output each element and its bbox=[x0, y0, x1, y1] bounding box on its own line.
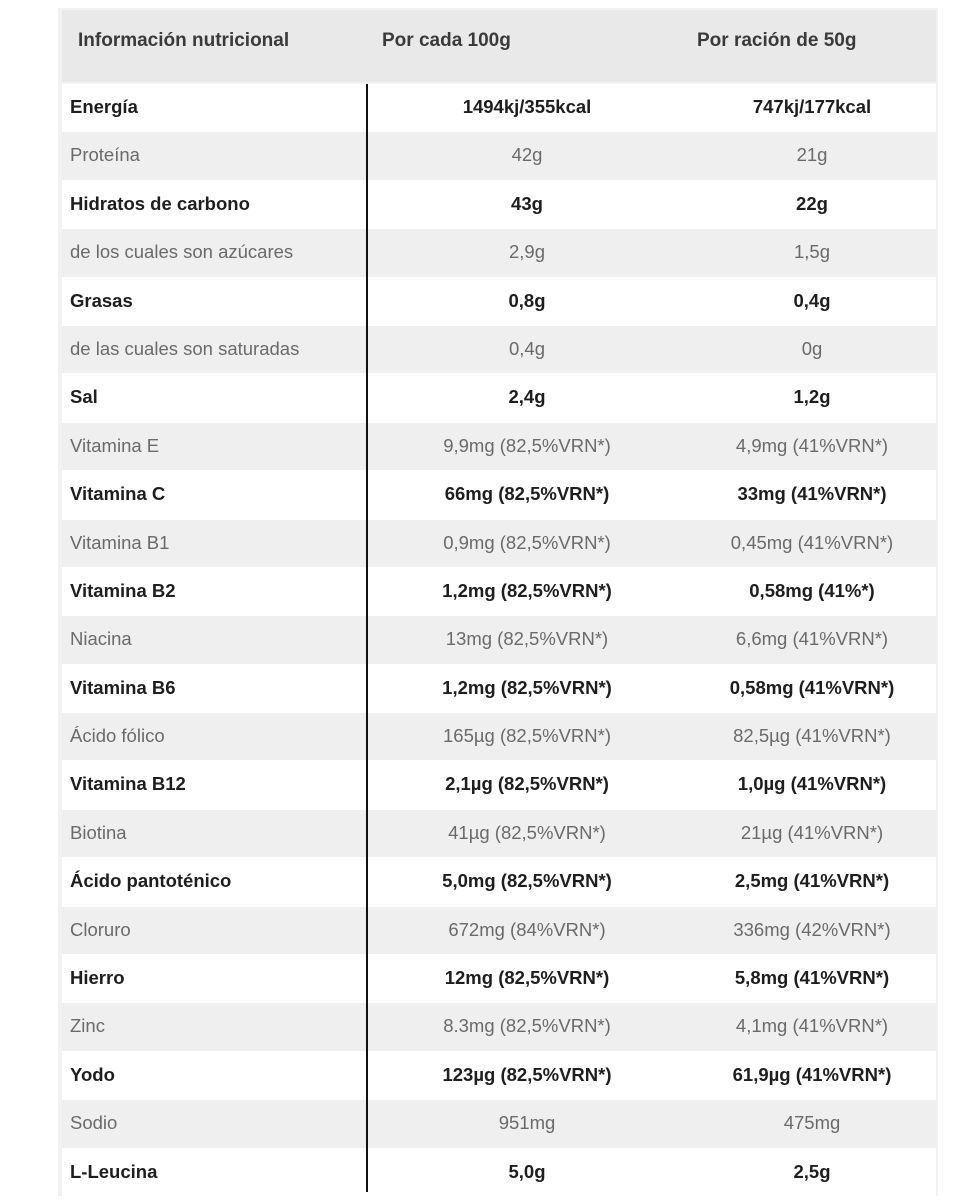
nutrient-name: Hierro bbox=[70, 967, 125, 989]
nutrient-name: de los cuales son azúcares bbox=[70, 241, 294, 263]
value-per-100g: 41µg (82,5%VRN*) bbox=[448, 821, 606, 843]
value-per-100g: 5,0g bbox=[508, 1160, 546, 1182]
table-row: Vitamina C 66mg (82,5%VRN*) 33mg (41%VRN*) bbox=[62, 471, 936, 520]
value-per-serving: 61,9µg (41%VRN*) bbox=[732, 1063, 892, 1085]
value-per-serving: 0,58mg (41%*) bbox=[749, 579, 875, 601]
value-per-100g: 0,4g bbox=[508, 337, 545, 359]
table-row: Sodio 951mg 475mg bbox=[62, 1100, 936, 1149]
nutrient-name: Vitamina B6 bbox=[70, 676, 176, 698]
nutrient-name: Ácido fólico bbox=[70, 725, 165, 747]
nutrient-name: Energía bbox=[70, 96, 138, 117]
table-row: Hidratos de carbono 43g 22g bbox=[62, 180, 936, 230]
nutrient-name: Yodo bbox=[70, 1063, 115, 1085]
nutrient-name: Vitamina C bbox=[70, 483, 166, 505]
nutrient-name: Grasas bbox=[70, 289, 133, 311]
table-row: de las cuales son saturadas 0,4g 0g bbox=[62, 325, 936, 375]
value-per-100g: 165µg (82,5%VRN*) bbox=[443, 725, 611, 747]
value-per-100g: 13mg (82,5%VRN*) bbox=[445, 628, 609, 650]
nutrient-name: de las cuales son saturadas bbox=[70, 337, 300, 359]
nutrient-name: Niacina bbox=[70, 628, 132, 650]
nutrient-name: Biotina bbox=[70, 821, 127, 843]
table-row: Zinc 8.3mg (82,5%VRN*) 4,1mg (41%VRN*) bbox=[62, 1003, 936, 1052]
value-per-100g: 123µg (82,5%VRN*) bbox=[442, 1063, 612, 1085]
table-row: Vitamina B1 0,9mg (82,5%VRN*) 0,45mg (41%V… bbox=[62, 519, 936, 568]
table-row: de los cuales son azúcares 2,9g 1,5g bbox=[62, 229, 936, 278]
nutrient-name: Cloruro bbox=[70, 918, 131, 940]
value-per-100g: 42g bbox=[511, 144, 543, 166]
table-row: Sal 2,4g 1,2g bbox=[62, 374, 936, 423]
value-per-100g: 2,4g bbox=[508, 386, 546, 408]
header-per-100g: Por cada 100g bbox=[382, 30, 511, 51]
value-per-serving: 4,9mg (41%VRN*) bbox=[735, 434, 889, 456]
nutrient-name: Zinc bbox=[70, 1015, 105, 1037]
value-per-100g: 8.3mg (82,5%VRN*) bbox=[443, 1015, 611, 1037]
nutrient-name: L-Leucina bbox=[70, 1160, 158, 1182]
value-per-serving: 336mg (42%VRN*) bbox=[733, 918, 891, 940]
table-row: Vitamina E 9,9mg (82,5%VRN*) 4,9mg (41%VRN… bbox=[62, 422, 936, 472]
table-row: Hierro 12mg (82,5%VRN*) 5,8mg (41%VRN*) bbox=[62, 955, 936, 1004]
value-per-serving: 82,5µg (41%VRN*) bbox=[733, 725, 891, 747]
table-row: Yodo 123µg (82,5%VRN*) 61,9µg (41%VRN*) bbox=[62, 1051, 936, 1101]
value-per-serving: 0,58mg (41%VRN*) bbox=[729, 676, 895, 698]
value-per-100g: 2,9g bbox=[508, 241, 545, 263]
table-row: Cloruro 672mg (84%VRN*) 336mg (42%VRN*) bbox=[62, 906, 936, 956]
value-per-serving: 1,5g bbox=[793, 241, 830, 263]
table-row: Vitamina B2 1,2mg (82,5%VRN*) 0,58mg (41%*… bbox=[62, 567, 936, 617]
value-per-serving: 2,5g bbox=[793, 1160, 831, 1182]
value-per-100g: 1494kj/355kcal bbox=[462, 96, 592, 117]
value-per-serving: 22g bbox=[796, 192, 828, 214]
value-per-100g: 9,9mg (82,5%VRN*) bbox=[443, 434, 611, 456]
table-row: Grasas 0,8g 0,4g bbox=[62, 277, 936, 326]
value-per-serving: 33mg (41%VRN*) bbox=[737, 483, 887, 505]
value-per-serving: 21µg (41%VRN*) bbox=[740, 821, 884, 843]
nutrient-name: Sodio bbox=[70, 1112, 118, 1134]
value-per-100g: 672mg (84%VRN*) bbox=[448, 918, 606, 940]
value-per-serving: 1,2g bbox=[793, 386, 831, 408]
value-per-100g: 43g bbox=[511, 192, 543, 214]
value-per-100g: 0,9mg (82,5%VRN*) bbox=[443, 531, 611, 553]
value-per-serving: 1,0µg (41%VRN*) bbox=[737, 773, 887, 795]
value-per-serving: 475mg bbox=[783, 1112, 841, 1134]
nutrient-name: Vitamina E bbox=[70, 434, 160, 456]
header-nutrient: Información nutricional bbox=[78, 30, 290, 51]
value-per-100g: 0,8g bbox=[508, 289, 546, 311]
table-row: Vitamina B12 2,1µg (82,5%VRN*) 1,0µg (41%V… bbox=[62, 761, 936, 810]
value-per-serving: 747kj/177kcal bbox=[752, 96, 872, 117]
value-per-serving: 4,1mg (41%VRN*) bbox=[735, 1015, 889, 1037]
table-row: Ácido pantoténico 5,0mg (82,5%VRN*) 2,5mg … bbox=[62, 858, 936, 907]
table-row: Vitamina B6 1,2mg (82,5%VRN*) 0,58mg (41%V… bbox=[62, 664, 936, 714]
table-row: Biotina 41µg (82,5%VRN*) 21µg (41%VRN*) bbox=[62, 809, 936, 859]
value-per-100g: 951mg bbox=[498, 1112, 556, 1134]
value-per-serving: 5,8mg (41%VRN*) bbox=[734, 967, 890, 989]
value-per-100g: 1,2mg (82,5%VRN*) bbox=[442, 579, 612, 601]
header-per-serving: Por ración de 50g bbox=[697, 30, 857, 51]
value-per-serving: 21g bbox=[796, 144, 828, 166]
table-row: Proteína 42g 21g bbox=[62, 132, 936, 181]
value-per-100g: 1,2mg (82,5%VRN*) bbox=[442, 676, 612, 698]
nutrient-name: Vitamina B1 bbox=[70, 531, 170, 553]
nutrient-name: Vitamina B12 bbox=[70, 773, 186, 795]
value-per-serving: 0,4g bbox=[793, 289, 831, 311]
value-per-100g: 2,1µg (82,5%VRN*) bbox=[445, 773, 609, 795]
nutrient-name: Ácido pantoténico bbox=[70, 870, 232, 892]
table-row: Niacina 13mg (82,5%VRN*) 6,6mg (41%VRN*) bbox=[62, 616, 936, 665]
value-per-serving: 6,6mg (41%VRN*) bbox=[735, 628, 889, 650]
nutrient-name: Sal bbox=[70, 386, 98, 408]
table-header: Información nutricional Por cada 100g Po… bbox=[62, 10, 936, 82]
value-per-100g: 66mg (82,5%VRN*) bbox=[444, 483, 610, 505]
value-per-serving: 2,5mg (41%VRN*) bbox=[734, 870, 890, 892]
value-per-100g: 12mg (82,5%VRN*) bbox=[444, 967, 610, 989]
nutrient-name: Hidratos de carbono bbox=[70, 192, 250, 214]
table-row: Ácido fólico 165µg (82,5%VRN*) 82,5µg (41%… bbox=[62, 713, 936, 762]
table-row: Energía 1494kj/355kcal 747kj/177kcal bbox=[62, 84, 936, 133]
nutrient-name: Proteína bbox=[70, 144, 140, 166]
table-row: L-Leucina 5,0g 2,5g bbox=[62, 1148, 936, 1197]
value-per-serving: 0g bbox=[801, 337, 823, 359]
table-body: Energía 1494kj/355kcal 747kj/177kcal Proteí… bbox=[62, 84, 936, 1197]
nutrient-name: Vitamina B2 bbox=[70, 579, 176, 601]
value-per-100g: 5,0mg (82,5%VRN*) bbox=[442, 870, 612, 892]
column-divider bbox=[366, 84, 368, 1192]
value-per-serving: 0,45mg (41%VRN*) bbox=[730, 531, 894, 553]
